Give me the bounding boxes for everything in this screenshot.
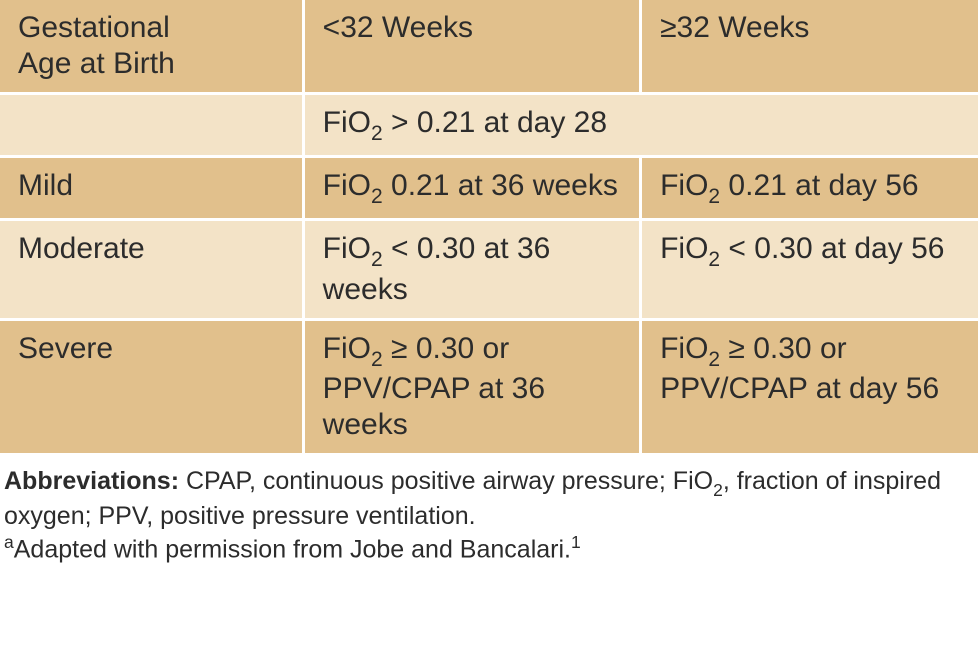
abbr-sub: 2 bbox=[713, 480, 723, 500]
credit-text: Adapted with permission from Jobe and Ba… bbox=[14, 535, 571, 563]
row-col2: FiO2 ≥ 0.30 or PPV/CPAP at 36 weeks bbox=[303, 319, 640, 454]
cell-sub: 2 bbox=[371, 248, 383, 271]
row-mild: Mild FiO2 0.21 at 36 weeks FiO2 0.21 at … bbox=[0, 157, 978, 220]
cell-sub: 2 bbox=[708, 185, 720, 208]
header-col1: Gestational Age at Birth bbox=[0, 0, 303, 94]
header-col1-line2: Age at Birth bbox=[18, 47, 175, 80]
row-label: Moderate bbox=[0, 220, 303, 319]
cell-pre: FiO bbox=[323, 332, 371, 365]
criteria-pre: FiO bbox=[323, 106, 371, 139]
header-col3: ≥32 Weeks bbox=[641, 0, 978, 94]
row-label: Severe bbox=[0, 319, 303, 454]
cell-sub: 2 bbox=[371, 348, 383, 371]
row-label: Mild bbox=[0, 157, 303, 220]
criteria-post: > 0.21 at day 28 bbox=[383, 106, 607, 139]
row-col2: FiO2 0.21 at 36 weeks bbox=[303, 157, 640, 220]
criteria-sub: 2 bbox=[371, 122, 383, 145]
header-col2: <32 Weeks bbox=[303, 0, 640, 94]
cell-sub: 2 bbox=[371, 185, 383, 208]
row-moderate: Moderate FiO2 < 0.30 at 36 weeks FiO2 < … bbox=[0, 220, 978, 319]
row-col3: FiO2 0.21 at day 56 bbox=[641, 157, 978, 220]
cell-post: 0.21 at 36 weeks bbox=[383, 169, 618, 202]
table-header-row: Gestational Age at Birth <32 Weeks ≥32 W… bbox=[0, 0, 978, 94]
abbr-label: Abbreviations: bbox=[4, 467, 179, 495]
cell-pre: FiO bbox=[323, 232, 371, 265]
cell-pre: FiO bbox=[660, 232, 708, 265]
credit-ref: 1 bbox=[571, 532, 581, 552]
criteria-value: FiO2 > 0.21 at day 28 bbox=[303, 94, 978, 157]
row-col3: FiO2 < 0.30 at day 56 bbox=[641, 220, 978, 319]
cell-pre: FiO bbox=[660, 332, 708, 365]
cell-pre: FiO bbox=[323, 169, 371, 202]
cell-post: < 0.30 at day 56 bbox=[720, 232, 944, 265]
abbr-pre: CPAP, continuous positive airway pressur… bbox=[179, 467, 713, 495]
header-col1-line1: Gestational bbox=[18, 11, 170, 44]
cell-post: 0.21 at day 56 bbox=[720, 169, 919, 202]
table-footer: Abbreviations: CPAP, continuous positive… bbox=[0, 456, 978, 566]
criteria-label bbox=[0, 94, 303, 157]
row-col2: FiO2 < 0.30 at 36 weeks bbox=[303, 220, 640, 319]
row-col3: FiO2 ≥ 0.30 or PPV/CPAP at day 56 bbox=[641, 319, 978, 454]
table-wrapper: Gestational Age at Birth <32 Weeks ≥32 W… bbox=[0, 0, 978, 565]
cell-sub: 2 bbox=[708, 248, 720, 271]
cell-pre: FiO bbox=[660, 169, 708, 202]
row-severe: Severe FiO2 ≥ 0.30 or PPV/CPAP at 36 wee… bbox=[0, 319, 978, 454]
credit-sup: a bbox=[4, 532, 14, 552]
classification-table: Gestational Age at Birth <32 Weeks ≥32 W… bbox=[0, 0, 978, 456]
criteria-row: FiO2 > 0.21 at day 28 bbox=[0, 94, 978, 157]
cell-sub: 2 bbox=[708, 348, 720, 371]
